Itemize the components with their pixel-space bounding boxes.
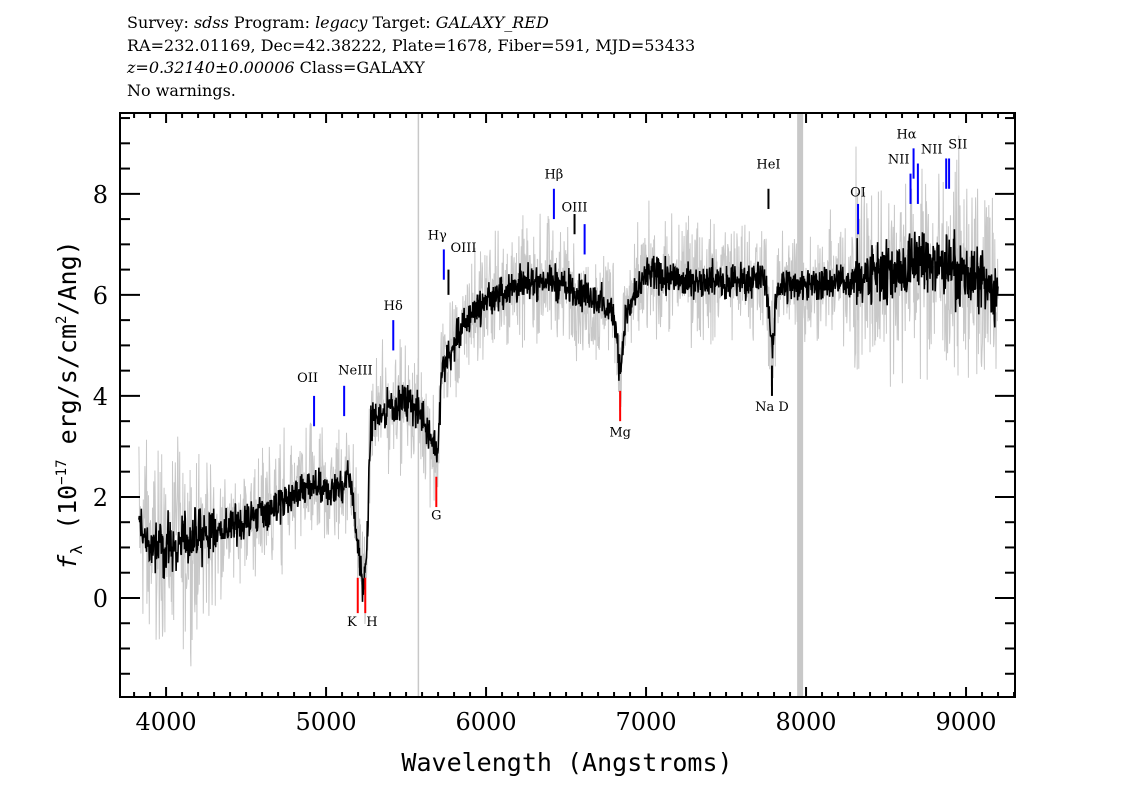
line-label: OIII bbox=[562, 201, 588, 216]
class-value: Class=GALAXY bbox=[299, 58, 425, 77]
line-label: OIII bbox=[450, 241, 476, 256]
line-label: H bbox=[366, 615, 377, 630]
line-label: Hα bbox=[896, 127, 916, 142]
x-tick-label: 9000 bbox=[936, 708, 997, 736]
line-label: OI bbox=[850, 185, 866, 200]
y-tick-label: 0 bbox=[93, 585, 108, 613]
x-tick-label: 6000 bbox=[456, 708, 517, 736]
survey-label: Survey: bbox=[127, 13, 189, 32]
flux-line bbox=[138, 229, 999, 602]
spectrum-header: Survey: sdss Program: legacy Target: GAL… bbox=[127, 12, 695, 102]
line-label: G bbox=[431, 509, 441, 524]
y-tick-label: 6 bbox=[93, 282, 108, 310]
line-label: Hβ bbox=[544, 168, 563, 183]
y-tick-label: 8 bbox=[93, 181, 108, 209]
target-label: Target: bbox=[372, 13, 431, 32]
line-label: OII bbox=[297, 371, 318, 386]
y-axis-title: fλ (10−17 erg/s/cm2/Ang) bbox=[53, 240, 86, 569]
redshift-value: z=0.32140±0.00006 bbox=[127, 58, 295, 77]
line-label: SII bbox=[948, 137, 967, 152]
x-axis-title: Wavelength (Angstroms) bbox=[401, 748, 732, 777]
y-tick-label: 2 bbox=[93, 484, 108, 512]
plot-frame bbox=[119, 112, 1016, 698]
x-tick-label: 8000 bbox=[776, 708, 837, 736]
header-line-warnings: No warnings. bbox=[127, 80, 236, 100]
program-value: legacy bbox=[315, 13, 368, 32]
line-label: NII bbox=[888, 153, 910, 168]
x-tick-label: 7000 bbox=[616, 708, 677, 736]
axes: 4000 5000 6000 7000 8000 9000 0 2 4 6 8 bbox=[93, 112, 1016, 736]
target-value: GALAXY_RED bbox=[435, 13, 549, 32]
line-label: HeI bbox=[756, 158, 780, 173]
line-label: K bbox=[347, 615, 357, 630]
line-label: Hδ bbox=[384, 299, 403, 314]
x-tick-label: 5000 bbox=[296, 708, 357, 736]
header-line-survey: Survey: sdss Program: legacy Target: GAL… bbox=[127, 12, 695, 35]
line-label: NeIII bbox=[338, 364, 372, 379]
header-line-redshift: z=0.32140±0.00006 Class=GALAXY bbox=[127, 57, 695, 80]
x-tick-label: 4000 bbox=[136, 708, 197, 736]
y-tick-label: 4 bbox=[93, 383, 108, 411]
line-label: Mg bbox=[609, 425, 631, 440]
line-label: Hγ bbox=[428, 228, 447, 243]
line-label: NII bbox=[921, 142, 943, 157]
program-label: Program: bbox=[233, 13, 310, 32]
survey-value: sdss bbox=[193, 13, 229, 32]
header-line-coordinates: RA=232.01169, Dec=42.38222, Plate=1678, … bbox=[127, 35, 696, 55]
line-label: Na D bbox=[755, 400, 789, 415]
